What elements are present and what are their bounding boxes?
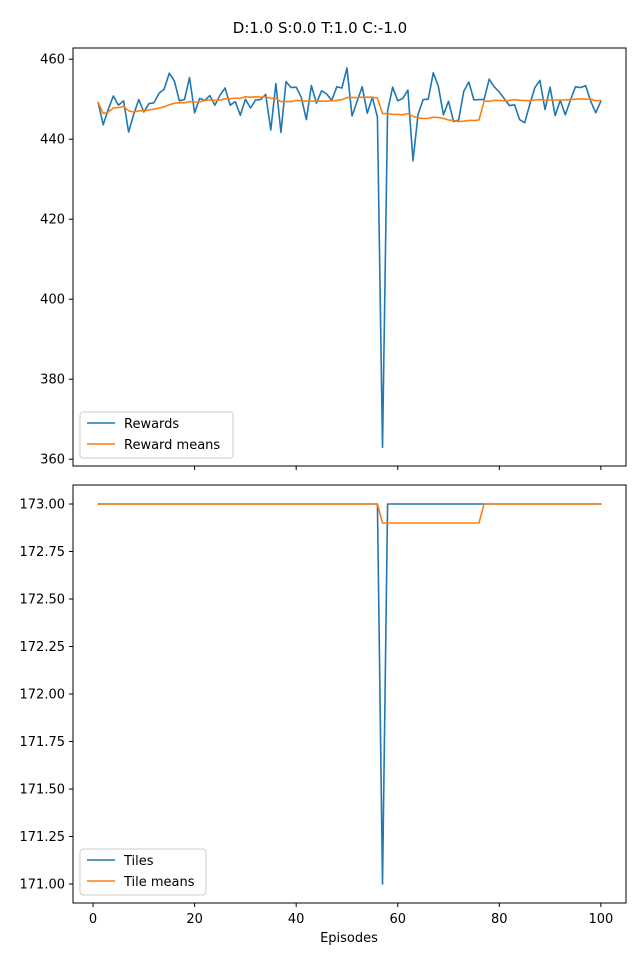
tiles-y-tick-label: 172.50	[20, 593, 66, 608]
rewards-y-tick-label: 360	[40, 453, 65, 468]
rewards-y-tick-label: 440	[40, 133, 65, 148]
reward-means-legend-label: Reward means	[124, 438, 220, 453]
rewards-line	[97, 67, 602, 449]
tiles-y-tick-label: 172.75	[20, 545, 66, 560]
rewards-legend-box	[79, 411, 234, 459]
tiles-x-tick-label: 40	[288, 912, 305, 927]
tiles-y-tick-label: 171.75	[20, 735, 66, 750]
rewards-y-tick-label: 420	[40, 213, 65, 228]
tiles-y-tick-label: 172.00	[20, 688, 66, 703]
rewards-legend: Rewards Reward means	[79, 411, 234, 459]
rewards-y-tick-label: 380	[40, 373, 65, 388]
rewards-axes-frame	[72, 47, 627, 467]
tiles-x-tick-label: 20	[186, 912, 203, 927]
rewards-legend-label: Rewards	[124, 417, 179, 432]
tiles-y-tick-label: 172.25	[20, 640, 66, 655]
rewards-y-tick-label: 460	[40, 53, 65, 68]
figure-title: D:1.0 S:0.0 T:1.0 C:-1.0	[233, 19, 407, 37]
tile-means-legend-label: Tile means	[123, 875, 195, 890]
tiles-axes-layer: 171.00 171.25 171.50 171.75 172.00 172.25 172.…	[20, 484, 627, 927]
rewards-panel: 360 380 400 420 440 460 Rewards Reward means	[40, 47, 627, 470]
tiles-y-tick-label: 173.00	[20, 498, 66, 513]
tiles-series-layer	[97, 503, 602, 885]
tiles-y-tick-label: 171.00	[20, 878, 66, 893]
tiles-panel: 171.00 171.25 171.50 171.75 172.00 172.25 172.…	[20, 484, 627, 946]
rewards-y-tick-label: 400	[40, 293, 65, 308]
tiles-y-tick-label: 171.50	[20, 783, 66, 798]
tiles-legend-label: Tiles	[123, 854, 154, 869]
tile-means-line	[97, 503, 602, 524]
tiles-y-tick-label: 171.25	[20, 830, 66, 845]
tiles-x-tick-label: 60	[389, 912, 406, 927]
rewards-series-layer	[97, 67, 602, 449]
rewards-axes-layer: 360 380 400 420 440 460	[40, 47, 627, 470]
reward-means-line	[97, 96, 602, 123]
x-axis-label: Episodes	[320, 931, 378, 946]
tiles-x-tick-label: 0	[89, 912, 97, 927]
tiles-x-tick-label: 100	[588, 912, 613, 927]
tiles-x-tick-label: 80	[491, 912, 508, 927]
tiles-legend: Tiles Tile means	[79, 848, 207, 896]
